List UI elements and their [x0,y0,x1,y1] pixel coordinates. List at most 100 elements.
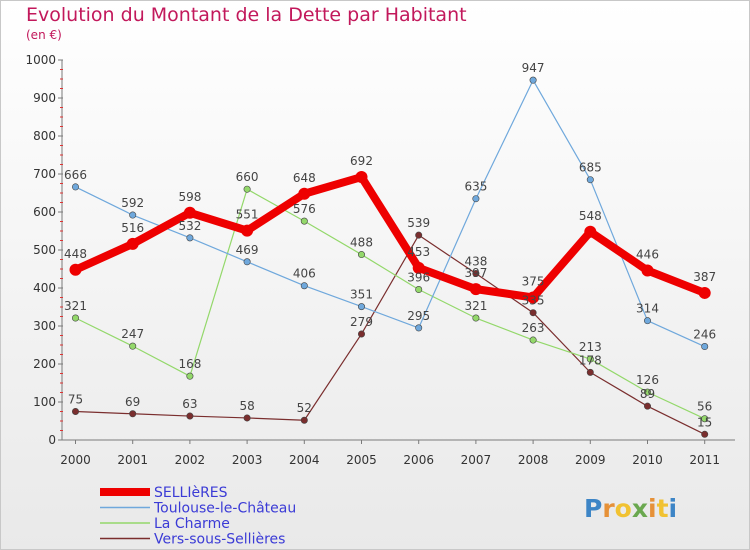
data-point [300,217,308,225]
data-label: 126 [636,373,659,387]
y-tick-label: 300 [33,319,56,333]
data-point [129,211,137,219]
data-label: 213 [579,340,602,354]
data-point [472,195,480,203]
y-tick-label: 700 [33,167,56,181]
data-point [243,185,251,193]
data-label: 488 [350,236,373,250]
data-point [472,270,480,278]
data-label: 635 [464,180,487,194]
data-point [72,407,80,415]
data-point [529,336,537,344]
data-label: 321 [464,299,487,313]
data-point [357,330,365,338]
legend-label: Vers-sous-Sellières [154,532,285,548]
data-label: 438 [464,255,487,269]
data-label: 351 [350,288,373,302]
data-point [412,261,425,274]
data-point [72,183,80,191]
data-label: 469 [236,243,259,257]
data-point [126,237,139,250]
y-tick-label: 800 [33,129,56,143]
data-label: 551 [236,208,259,222]
data-label: 375 [522,275,545,289]
data-label: 168 [178,357,201,371]
data-point [472,314,480,322]
data-point [527,291,540,304]
logo-letter: x [632,494,648,523]
data-label: 89 [640,387,655,401]
data-label: 598 [178,190,201,204]
data-point [415,231,423,239]
data-point [186,234,194,242]
data-point [529,309,537,317]
data-point [643,402,651,410]
data-point [243,258,251,266]
x-tick-label: 2000 [60,453,91,467]
data-label: 539 [407,216,430,230]
y-tick-label: 900 [33,91,56,105]
x-tick-label: 2004 [289,453,320,467]
data-point [300,416,308,424]
data-label: 279 [350,315,373,329]
data-point [69,263,82,276]
series-line-3 [74,234,706,435]
data-label: 335 [522,294,545,308]
data-point [241,224,254,237]
y-tick-label: 600 [33,205,56,219]
data-point [415,324,423,332]
data-label: 397 [464,266,487,280]
data-point [641,264,654,277]
series-line-0 [71,173,709,302]
x-tick-label: 2010 [632,453,663,467]
data-point [701,430,709,438]
x-tick-label: 2005 [346,453,377,467]
x-tick-label: 2006 [403,453,434,467]
x-tick-label: 2007 [461,453,492,467]
data-label: 532 [178,219,201,233]
x-tick-label: 2008 [518,453,549,467]
data-label: 648 [293,171,316,185]
y-tick-label: 0 [48,433,56,447]
logo-letter: i [669,494,678,523]
data-label: 448 [64,247,87,261]
data-point [357,251,365,259]
data-label: 576 [293,202,316,216]
series-line-1 [74,79,706,348]
logo-text: Proxiti [584,494,677,523]
data-label: 685 [579,161,602,175]
data-label: 321 [64,299,87,313]
data-label: 295 [407,309,430,323]
data-label: 947 [522,61,545,75]
legend-label: La Charme [154,516,230,532]
y-tick-label: 100 [33,395,56,409]
data-label: 396 [407,271,430,285]
data-label: 56 [697,400,712,414]
data-point [72,314,80,322]
data-point [183,206,196,219]
legend-label: Toulouse-le-Château [153,501,296,517]
data-label: 692 [350,154,373,168]
data-label: 246 [693,328,716,342]
chart-series-lines [71,79,709,435]
data-label: 516 [121,221,144,235]
data-label: 406 [293,267,316,281]
data-label: 52 [297,401,312,415]
data-point [129,342,137,350]
data-label: 592 [121,196,144,210]
logo-letter: P [584,494,602,523]
data-point [584,225,597,238]
data-point [643,388,651,396]
data-point [357,303,365,311]
data-point [300,282,308,290]
chart-title: Evolution du Montant de la Dette par Hab… [26,4,467,26]
series-line-2 [74,188,706,420]
data-point [355,171,368,184]
y-tick-label: 400 [33,281,56,295]
chart-data-labels: 75 69 63 58 52 279 539 438 335 178 89 15 321 247 168 66… [64,61,716,429]
data-point [698,286,711,299]
data-point [415,286,423,294]
